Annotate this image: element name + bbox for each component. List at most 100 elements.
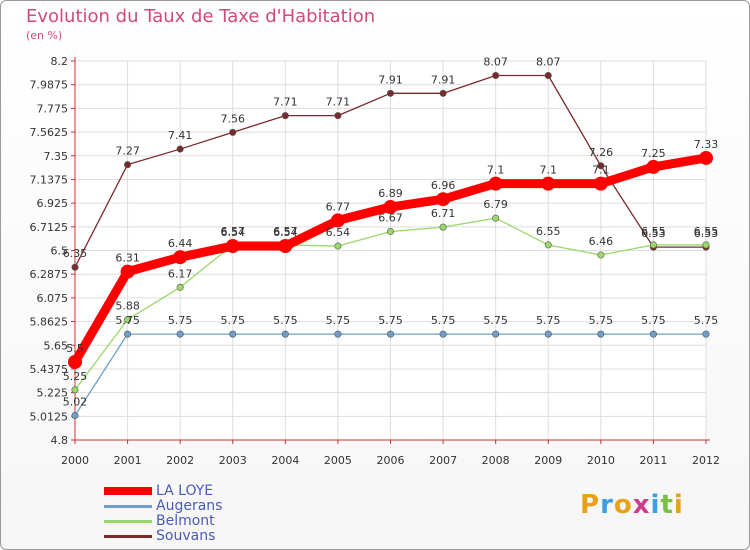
- data-point: [492, 214, 500, 222]
- data-point: [71, 263, 79, 271]
- data-label: 7.91: [378, 73, 403, 86]
- data-point: [649, 241, 657, 249]
- data-point: [597, 330, 605, 338]
- y-tick-label: 7.9875: [30, 79, 69, 92]
- x-tick-label: 2004: [271, 454, 299, 467]
- x-tick-label: 2010: [587, 454, 615, 467]
- data-label: 7.26: [589, 146, 614, 159]
- data-point: [439, 330, 447, 338]
- legend-swatch-la-loye: [104, 487, 152, 495]
- data-label: 6.96: [431, 179, 456, 192]
- chart-unit: (en %): [26, 29, 63, 42]
- data-label: 6.54: [273, 226, 298, 239]
- data-point: [597, 251, 605, 259]
- x-tick-label: 2012: [692, 454, 720, 467]
- data-label: 5.25: [63, 370, 88, 383]
- y-tick-label: 7.775: [37, 102, 69, 115]
- data-point: [176, 145, 184, 153]
- data-point: [124, 161, 132, 169]
- data-point: [176, 330, 184, 338]
- data-point: [593, 176, 608, 191]
- data-label: 5.75: [641, 314, 666, 327]
- data-point: [699, 150, 713, 165]
- legend-swatch-souvans: [104, 535, 152, 538]
- data-label: 6.89: [378, 187, 403, 200]
- data-point: [439, 89, 447, 97]
- x-tick-label: 2011: [639, 454, 667, 467]
- data-label: 6.55: [641, 225, 666, 238]
- x-tick-label: 2006: [377, 454, 405, 467]
- data-label: 6.79: [483, 198, 508, 211]
- data-point: [544, 330, 552, 338]
- proxiti-logo: Proxiti: [580, 490, 684, 520]
- data-point: [386, 228, 394, 236]
- data-point: [229, 330, 237, 338]
- y-tick-label: 6.925: [37, 197, 69, 210]
- data-point: [334, 112, 342, 120]
- y-tick-label: 6.7125: [30, 221, 69, 234]
- data-label: 6.57: [273, 225, 298, 238]
- y-tick-label: 5.225: [37, 387, 69, 400]
- data-label: 7.33: [694, 138, 719, 151]
- data-label: 5.75: [326, 314, 351, 327]
- data-label: 5.75: [115, 314, 140, 327]
- data-point: [334, 330, 342, 338]
- y-tick-label: 7.35: [44, 150, 69, 163]
- data-label: 6.35: [63, 247, 88, 260]
- data-label: 5.02: [63, 395, 88, 408]
- data-label: 7.1: [592, 164, 610, 177]
- data-point: [124, 330, 132, 338]
- x-tick-label: 2007: [429, 454, 457, 467]
- x-tick-label: 2003: [219, 454, 247, 467]
- data-label: 6.53: [641, 227, 666, 240]
- data-point: [544, 71, 552, 79]
- legend-swatch-augerans: [104, 505, 152, 508]
- y-tick-label: 6.2875: [30, 268, 69, 281]
- data-label: 6.71: [431, 207, 456, 220]
- data-point: [386, 89, 394, 97]
- data-point: [541, 176, 556, 191]
- data-label: 6.31: [115, 252, 140, 265]
- x-tick-label: 2009: [534, 454, 562, 467]
- data-point: [488, 176, 503, 191]
- data-point: [278, 239, 293, 254]
- data-label: 8.07: [483, 55, 508, 68]
- data-point: [173, 250, 188, 265]
- data-point: [646, 159, 661, 174]
- data-point: [71, 386, 79, 394]
- data-label: 6.46: [589, 235, 614, 248]
- y-tick-label: 6.5: [51, 245, 69, 258]
- data-label: 5.75: [378, 314, 403, 327]
- y-tick-label: 6.075: [37, 292, 69, 305]
- data-label: 7.41: [168, 129, 193, 142]
- data-point: [330, 213, 345, 228]
- legend-label-la-loye: LA LOYE: [156, 483, 214, 499]
- data-label: 6.17: [168, 267, 193, 280]
- data-label: 7.91: [431, 73, 456, 86]
- data-label: 6.57: [221, 225, 246, 238]
- data-label: 8.07: [536, 55, 561, 68]
- data-label: 5.75: [694, 314, 719, 327]
- data-label: 5.75: [431, 314, 456, 327]
- data-label: 5.75: [273, 314, 298, 327]
- x-tick-label: 2005: [324, 454, 352, 467]
- data-label: 6.53: [694, 227, 719, 240]
- data-point: [383, 200, 398, 215]
- data-label: 6.55: [536, 225, 561, 238]
- data-label: 7.56: [221, 112, 246, 125]
- data-point: [229, 128, 237, 136]
- y-tick-label: 4.8: [51, 434, 69, 447]
- data-label: 7.25: [641, 147, 666, 160]
- logo-letter: i: [650, 490, 661, 520]
- x-tick-label: 2001: [114, 454, 142, 467]
- data-label: 6.54: [221, 226, 246, 239]
- data-point: [649, 330, 657, 338]
- y-tick-label: 5.0125: [30, 410, 69, 423]
- data-point: [702, 330, 710, 338]
- data-point: [436, 192, 451, 207]
- x-tick-label: 2008: [482, 454, 510, 467]
- logo-letter: r: [600, 490, 614, 520]
- data-label: 7.1: [487, 164, 505, 177]
- data-label: 5.5: [66, 342, 84, 355]
